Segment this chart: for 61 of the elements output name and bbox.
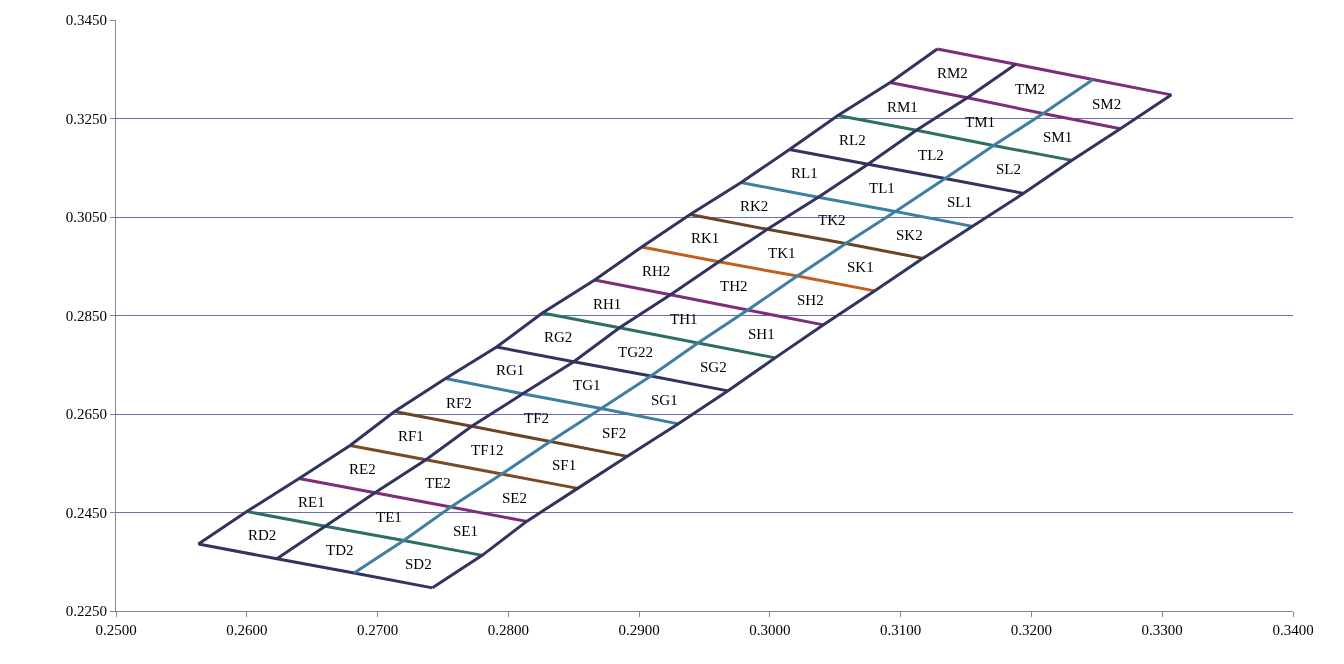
annotation: SM1 xyxy=(1043,129,1073,145)
y-tick-label: 0.2450 xyxy=(65,504,107,521)
annotation: RH2 xyxy=(642,263,671,279)
annotation: RF2 xyxy=(446,395,472,411)
annotation: TM2 xyxy=(1015,81,1045,97)
annotation: RL2 xyxy=(839,132,866,148)
annotation: TE1 xyxy=(376,509,402,525)
annotation: RE2 xyxy=(349,461,376,477)
x-tick-label: 0.2900 xyxy=(618,622,660,638)
annotation: SM2 xyxy=(1092,96,1122,112)
annotation: SK2 xyxy=(896,227,923,243)
annotation: TF12 xyxy=(471,442,504,458)
annotation: TM1 xyxy=(965,114,995,130)
annotation: SH2 xyxy=(797,292,824,308)
annotation: TL1 xyxy=(869,180,895,196)
x-tick-label: 0.3100 xyxy=(880,622,922,638)
annotation: SF1 xyxy=(552,457,577,473)
x-tick-label: 0.2600 xyxy=(226,622,268,638)
x-tick-label: 0.2700 xyxy=(356,622,399,638)
annotation: SL1 xyxy=(947,194,973,210)
annotation: RG1 xyxy=(496,362,525,378)
annotation: RM2 xyxy=(937,65,968,81)
y-tick-label: 0.3450 xyxy=(65,12,107,29)
annotation: SL2 xyxy=(996,161,1022,177)
x-tick-label: 0.3000 xyxy=(749,622,791,638)
annotation: SD2 xyxy=(405,556,432,572)
annotation: RF1 xyxy=(398,428,424,444)
annotation: SG1 xyxy=(651,392,678,408)
annotation: RM1 xyxy=(887,99,918,115)
y-tick-label: 0.2250 xyxy=(65,603,107,620)
annotation: RD2 xyxy=(248,527,277,543)
y-tick-label: 0.2850 xyxy=(65,307,107,324)
annotation: RG2 xyxy=(544,329,573,345)
annotation: SF2 xyxy=(602,425,627,441)
annotation: SE2 xyxy=(502,490,528,506)
annotation: RE1 xyxy=(298,494,325,510)
annotation: TG1 xyxy=(573,377,601,393)
annotation: SE1 xyxy=(453,523,479,539)
annotation: TH2 xyxy=(720,278,748,294)
annotation: RK2 xyxy=(740,198,769,214)
annotation: TF2 xyxy=(524,410,550,426)
annotation: TD2 xyxy=(326,542,354,558)
y-tick-label: 0.2650 xyxy=(65,406,107,423)
annotation: TL2 xyxy=(918,147,944,163)
annotation: TG22 xyxy=(618,344,653,360)
annotation: SH1 xyxy=(748,326,775,342)
y-tick-label: 0.3250 xyxy=(65,110,107,127)
x-tick-label: 0.2500 xyxy=(95,622,137,638)
annotation: RL1 xyxy=(791,165,818,181)
annotation: TK1 xyxy=(768,245,796,261)
x-tick-label: 0.3300 xyxy=(1141,622,1183,638)
annotation: TE2 xyxy=(425,475,451,491)
y-tick-label: 0.3050 xyxy=(65,209,107,226)
x-tick-label: 0.3200 xyxy=(1010,622,1053,638)
annotation: SG2 xyxy=(700,359,727,375)
x-tick-label: 0.3400 xyxy=(1272,622,1314,638)
x-tick-label: 0.2800 xyxy=(487,622,529,638)
annotation: RH1 xyxy=(593,296,622,312)
annotation: RK1 xyxy=(691,230,720,246)
annotation: TH1 xyxy=(670,311,698,327)
annotation: SK1 xyxy=(847,259,874,275)
